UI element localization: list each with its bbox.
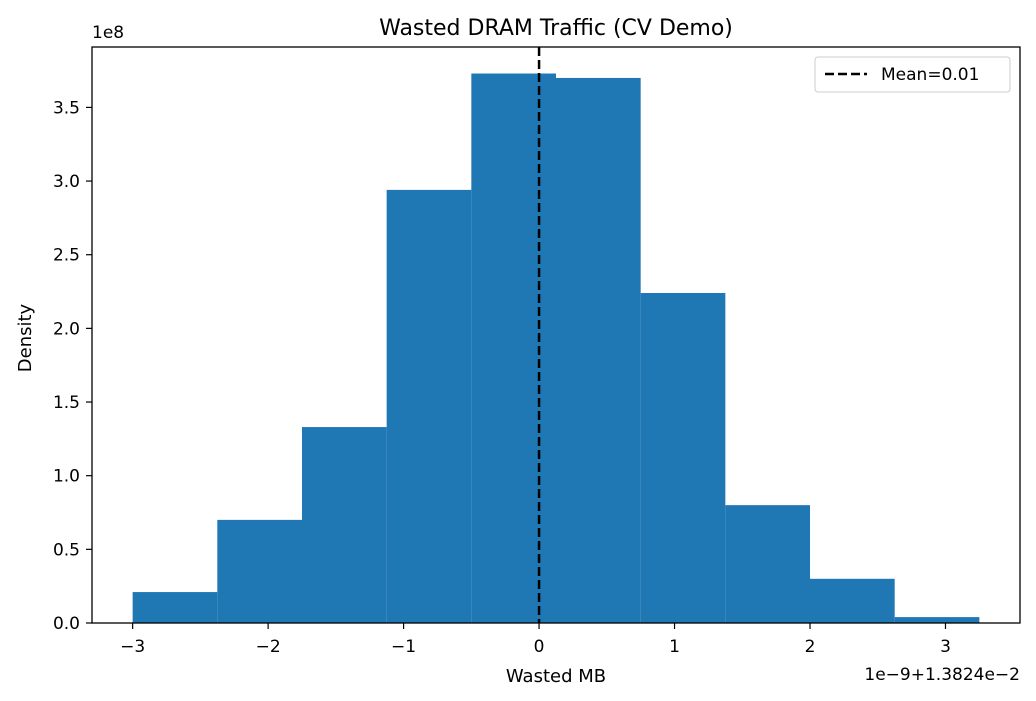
x-tick-label: −1 [391,637,416,657]
chart-title: Wasted DRAM Traffic (CV Demo) [379,16,733,41]
histogram-bar [132,592,218,623]
y-tick-label: 1.0 [53,467,80,487]
y-axis-label: Density [15,303,36,372]
x-axis-ticks: −3 −2 −1 0 1 2 3 [120,623,951,657]
x-offset-label: 1e−9+1.3824e−2 [864,665,1020,685]
x-tick-label: 3 [940,637,951,657]
y-tick-label: 2.0 [53,319,80,339]
histogram-bar [894,617,980,623]
y-multiplier-label: 1e8 [92,23,124,43]
x-tick-label: −2 [256,637,281,657]
y-tick-label: 0.5 [53,540,80,560]
y-tick-label: 0.0 [53,614,80,634]
legend: Mean=0.01 [814,56,1011,93]
histogram-bar [386,189,472,623]
histogram-bar [217,519,302,623]
histogram-bar [556,77,641,624]
y-tick-label: 1.5 [53,393,80,413]
histogram-bar [471,73,556,624]
y-tick-label: 3.0 [53,172,80,192]
histogram-bar [301,427,387,623]
histogram-bar [810,578,895,623]
x-tick-label: 2 [805,637,816,657]
y-axis-ticks: 0.0 0.5 1.0 1.5 2.0 2.5 3.0 3.5 [53,98,92,634]
x-tick-label: 1 [669,637,680,657]
y-tick-label: 2.5 [53,246,80,266]
plot-frame [91,46,1021,624]
histogram-bar [725,505,811,623]
legend-mean-label: Mean=0.01 [881,65,979,85]
x-tick-label: −3 [120,637,145,657]
histogram-bars [132,73,980,624]
histogram-bar [640,293,726,623]
legend-box [814,56,1011,93]
y-tick-label: 3.5 [53,98,80,118]
x-axis-label: Wasted MB [506,666,606,687]
x-tick-label: 0 [534,637,545,657]
